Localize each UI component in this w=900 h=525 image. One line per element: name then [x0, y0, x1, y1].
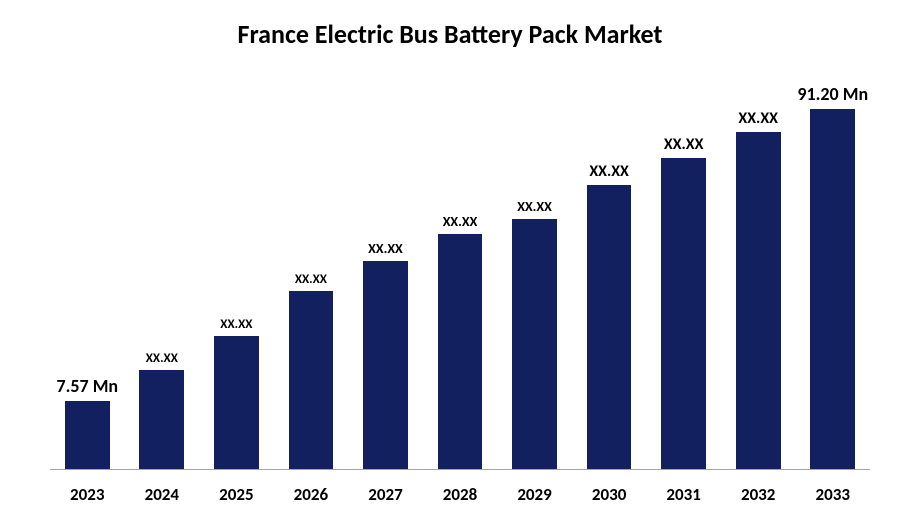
x-axis-label: 2029: [497, 484, 572, 505]
bar: [65, 401, 110, 469]
bar-group: XX.XX: [646, 90, 721, 469]
bar: [661, 158, 706, 469]
x-axis-label: 2028: [423, 484, 498, 505]
bar-group: XX.XX: [497, 90, 572, 469]
x-axis-label: 2024: [125, 484, 200, 505]
x-axis-labels: 2023202420252026202720282029203020312032…: [50, 484, 870, 505]
chart-title: France Electric Bus Battery Pack Market: [0, 0, 900, 50]
bar-group: XX.XX: [199, 90, 274, 469]
x-axis-label: 2027: [348, 484, 423, 505]
bar-group: XX.XX: [721, 90, 796, 469]
bar-group: XX.XX: [125, 90, 200, 469]
bar-group: XX.XX: [423, 90, 498, 469]
x-axis-label: 2026: [274, 484, 349, 505]
bar-value-label: XX.XX: [348, 240, 423, 257]
bar-value-label: 7.57 Mn: [50, 375, 125, 397]
chart-plot-area: 7.57 MnXX.XXXX.XXXX.XXXX.XXXX.XXXX.XXXX.…: [50, 90, 870, 470]
bar: [736, 132, 781, 469]
bar: [438, 234, 483, 469]
x-axis-label: 2031: [646, 484, 721, 505]
bar-value-label: XX.XX: [199, 317, 274, 332]
bar-group: 91.20 Mn: [795, 90, 870, 469]
bar: [512, 219, 557, 469]
bar-value-label: XX.XX: [423, 213, 498, 230]
x-axis-label: 2023: [50, 484, 125, 505]
bars-container: 7.57 MnXX.XXXX.XXXX.XXXX.XXXX.XXXX.XXXX.…: [50, 90, 870, 470]
bar-value-label: XX.XX: [497, 198, 572, 215]
bar: [587, 185, 632, 469]
x-axis-label: 2030: [572, 484, 647, 505]
bar-value-label: XX.XX: [125, 351, 200, 366]
bar: [139, 370, 184, 469]
bar-value-label: XX.XX: [572, 162, 647, 181]
bar: [363, 261, 408, 469]
bar-value-label: XX.XX: [646, 135, 721, 154]
bar-group: XX.XX: [274, 90, 349, 469]
x-axis-label: 2025: [199, 484, 274, 505]
bar-group: 7.57 Mn: [50, 90, 125, 469]
bar-value-label: XX.XX: [721, 109, 796, 128]
x-axis-label: 2033: [795, 484, 870, 505]
bar-value-label: XX.XX: [274, 272, 349, 287]
x-axis-label: 2032: [721, 484, 796, 505]
bar-group: XX.XX: [572, 90, 647, 469]
bar-value-label: 91.20 Mn: [795, 83, 870, 105]
bar-group: XX.XX: [348, 90, 423, 469]
bar: [289, 291, 334, 469]
bar: [810, 109, 855, 469]
bar: [214, 336, 259, 469]
